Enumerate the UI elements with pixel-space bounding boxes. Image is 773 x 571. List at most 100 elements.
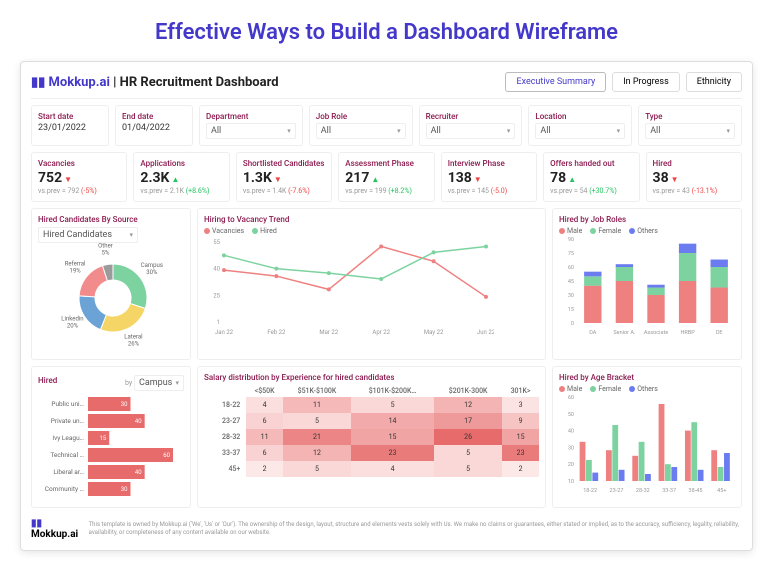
chevron-down-icon: ▾ — [507, 127, 511, 135]
svg-text:Linkedin: Linkedin — [61, 316, 83, 323]
svg-text:33-37: 33-37 — [662, 488, 676, 494]
jobroles-legend: MaleFemaleOthers — [559, 227, 735, 235]
svg-text:50: 50 — [568, 412, 574, 418]
donut-title: Hired Candidates By Source — [38, 215, 184, 224]
svg-text:Technical …: Technical … — [50, 451, 84, 459]
page-title: Effective Ways to Build a Dashboard Wire… — [20, 20, 753, 45]
svg-text:30: 30 — [121, 486, 128, 493]
svg-text:30%: 30% — [146, 269, 158, 276]
filter-department: DepartmentAll▾ — [199, 105, 303, 146]
dashboard: ▮▮ Mokkup.ai | HR Recruitment Dashboard … — [20, 61, 753, 551]
svg-text:15: 15 — [568, 307, 574, 313]
filter-job role-select[interactable]: All▾ — [316, 123, 406, 139]
svg-text:40: 40 — [568, 429, 574, 435]
svg-text:Jun 22: Jun 22 — [477, 329, 494, 336]
trend-title: Hiring to Vacancy Trend — [204, 215, 539, 224]
svg-text:0: 0 — [571, 321, 574, 327]
svg-text:25: 25 — [213, 292, 220, 299]
svg-text:Apr 22: Apr 22 — [372, 329, 390, 336]
age-chart: 60504030201018-2223-2728-3233-3738-4545+ — [559, 395, 739, 495]
age-title: Hired by Age Bracket — [559, 373, 735, 382]
age-legend: MaleFemaleOthers — [559, 385, 735, 393]
svg-text:45: 45 — [568, 279, 574, 285]
kpi-assessment-phase: Assessment Phase217▲vs.prev = 199 (+8.2%… — [338, 152, 434, 202]
svg-text:Associate: Associate — [644, 330, 668, 336]
kpi-hired: Hired38▼vs.prev = 43 (-13.1%) — [646, 152, 742, 202]
filter-department-select[interactable]: All▾ — [206, 123, 296, 139]
donut-chart: Campus30% Lateral26% Linkedin20% Referral19… — [38, 243, 188, 353]
svg-text:DE: DE — [716, 330, 723, 336]
svg-text:Ivy Leagu…: Ivy Leagu… — [52, 434, 84, 442]
svg-text:15: 15 — [100, 435, 107, 442]
svg-text:26%: 26% — [128, 340, 140, 347]
hired-by-dropdown[interactable]: Campus▾ — [134, 375, 184, 391]
tabs: Executive Summary In Progress Ethnicity — [505, 72, 742, 92]
svg-text:5%: 5% — [102, 250, 110, 257]
svg-text:Mar 22: Mar 22 — [319, 329, 338, 336]
svg-text:Referral: Referral — [65, 261, 86, 268]
svg-text:60: 60 — [163, 452, 170, 459]
donut-card: Hired Candidates By Source Hired Candida… — [31, 208, 191, 360]
svg-text:18-22: 18-22 — [583, 488, 597, 494]
svg-text:40: 40 — [213, 266, 220, 273]
trend-legend: VacanciesHired — [204, 227, 539, 235]
filter-recruiter: RecruiterAll▾ — [419, 105, 523, 146]
jobroles-card: Hired by Job Roles MaleFemaleOthers 9075… — [552, 208, 742, 360]
donut-dropdown[interactable]: Hired Candidates▾ — [38, 227, 138, 243]
svg-text:20%: 20% — [67, 323, 79, 330]
dashboard-header: ▮▮ Mokkup.ai | HR Recruitment Dashboard … — [31, 72, 742, 99]
svg-text:75: 75 — [568, 251, 574, 257]
svg-text:60: 60 — [568, 395, 574, 401]
svg-text:30: 30 — [568, 445, 574, 451]
filter-recruiter-select[interactable]: All▾ — [426, 123, 516, 139]
svg-text:10: 10 — [568, 479, 574, 485]
svg-text:HRBP: HRBP — [680, 330, 695, 336]
kpi-offers-handed-out: Offers handed out78▲vs.prev = 54 (+30.7%… — [543, 152, 639, 202]
tab-in-progress[interactable]: In Progress — [612, 72, 680, 92]
start-date-card[interactable]: Start date23/01/2022 — [31, 105, 109, 146]
chevron-down-icon: ▾ — [397, 127, 401, 135]
heatmap-card: Salary distribution by Experience for hi… — [197, 366, 546, 508]
footer: ▮▮ Mokkup.ai This template is owned by M… — [31, 514, 742, 540]
trend-card: Hiring to Vacancy Trend VacanciesHired 5… — [197, 208, 546, 360]
svg-text:Campus: Campus — [141, 262, 163, 269]
tab-ethnicity[interactable]: Ethnicity — [686, 72, 742, 92]
svg-text:Feb 22: Feb 22 — [267, 329, 286, 336]
hired-bar-title: Hired — [38, 376, 57, 385]
chevron-down-icon: ▾ — [175, 379, 179, 387]
svg-text:20: 20 — [568, 462, 574, 468]
kpi-vacancies: Vacancies752▼vs.prev = 792 (-5%) — [31, 152, 127, 202]
footer-text: This template is owned by Mokkup.ai ('We… — [89, 521, 742, 537]
hired-bar-chart: Public uni…30Private un…40Ivy Leagu…15Te… — [38, 391, 188, 501]
filter-job role: Job RoleAll▾ — [309, 105, 413, 146]
filter-type-select[interactable]: All▾ — [645, 123, 735, 139]
age-card: Hired by Age Bracket MaleFemaleOthers 60… — [552, 366, 742, 508]
heatmap-title: Salary distribution by Experience for hi… — [204, 373, 539, 382]
svg-text:40: 40 — [135, 418, 142, 425]
kpi-shortlisted-candidates: Shortlisted Candidates1.3K▼vs.prev = 1.4… — [236, 152, 332, 202]
filter-type: TypeAll▾ — [638, 105, 742, 146]
svg-text:19%: 19% — [70, 268, 82, 275]
svg-text:30: 30 — [121, 401, 128, 408]
end-date-card[interactable]: End date01/04/2022 — [115, 105, 193, 146]
svg-text:Liberal ar…: Liberal ar… — [53, 468, 84, 476]
svg-text:Jan 22: Jan 22 — [215, 329, 234, 336]
kpi-applications: Applications2.3K▲vs.prev = 2.1K (+8.6%) — [133, 152, 229, 202]
trend-chart: 5540251Jan 22Feb 22Mar 22Apr 22May 22Jun… — [204, 237, 494, 337]
heatmap-table: <$50K$51K-$100K$101K-$200K…$201K-300K301… — [204, 385, 539, 477]
filter-location-select[interactable]: All▾ — [535, 123, 625, 139]
footer-logo: ▮▮ Mokkup.ai — [31, 518, 79, 540]
chevron-down-icon: ▾ — [726, 127, 730, 135]
svg-text:45+: 45+ — [717, 488, 726, 494]
svg-text:DA: DA — [589, 330, 597, 336]
brand: ▮▮ Mokkup.ai | HR Recruitment Dashboard — [31, 75, 279, 90]
jr-chart: 9075604530150DASenior A.AssociateHRBPDE — [559, 237, 739, 337]
svg-text:Lateral: Lateral — [124, 333, 142, 340]
svg-text:90: 90 — [568, 237, 574, 243]
svg-text:23-27: 23-27 — [610, 488, 624, 494]
chevron-down-icon: ▾ — [287, 127, 291, 135]
tab-executive-summary[interactable]: Executive Summary — [505, 72, 606, 92]
svg-text:60: 60 — [568, 265, 574, 271]
svg-text:38-45: 38-45 — [689, 488, 703, 494]
filter-location: LocationAll▾ — [528, 105, 632, 146]
